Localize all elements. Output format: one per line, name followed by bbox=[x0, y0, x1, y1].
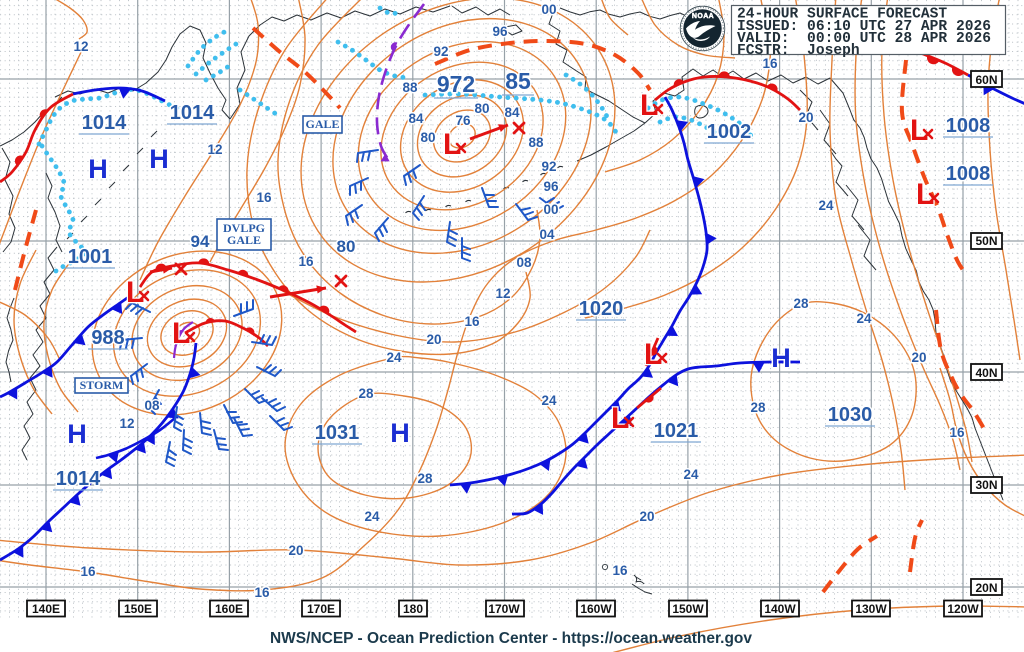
svg-text:170E: 170E bbox=[307, 602, 335, 616]
svg-text:12: 12 bbox=[119, 416, 134, 431]
svg-text:24: 24 bbox=[818, 198, 834, 213]
svg-text:24: 24 bbox=[541, 393, 557, 408]
svg-text:28: 28 bbox=[417, 471, 433, 486]
svg-text:1002: 1002 bbox=[707, 121, 752, 143]
svg-text:1014: 1014 bbox=[56, 468, 101, 490]
svg-text:160E: 160E bbox=[215, 602, 243, 616]
svg-text:ISSUED: 06:10 UTC 27 APR 2026: ISSUED: 06:10 UTC 27 APR 2026 bbox=[737, 19, 991, 35]
svg-text:VALID: 00:00 UTC 28 APR 2026: VALID: 00:00 UTC 28 APR 2026 bbox=[737, 31, 991, 47]
svg-text:24: 24 bbox=[856, 311, 872, 326]
svg-text:GALE: GALE bbox=[305, 117, 339, 131]
svg-text:140W: 140W bbox=[764, 602, 796, 616]
svg-text:88: 88 bbox=[528, 135, 544, 150]
svg-text:130W: 130W bbox=[855, 602, 887, 616]
svg-text:NWS/NCEP - Ocean Prediction Ce: NWS/NCEP - Ocean Prediction Center - htt… bbox=[270, 630, 752, 647]
svg-text:1008: 1008 bbox=[946, 115, 991, 137]
svg-text:16: 16 bbox=[80, 564, 96, 579]
svg-text:20: 20 bbox=[798, 110, 813, 125]
svg-text:140E: 140E bbox=[32, 602, 60, 616]
svg-text:972: 972 bbox=[437, 71, 475, 97]
svg-text:96: 96 bbox=[543, 179, 559, 194]
svg-text:1021: 1021 bbox=[654, 420, 699, 442]
svg-text:96: 96 bbox=[492, 24, 508, 39]
svg-text:1020: 1020 bbox=[579, 298, 624, 320]
svg-text:00: 00 bbox=[543, 202, 558, 217]
svg-text:88: 88 bbox=[402, 80, 418, 95]
svg-text:50N: 50N bbox=[975, 234, 997, 248]
svg-text:12: 12 bbox=[73, 39, 88, 54]
svg-text:08: 08 bbox=[516, 255, 532, 270]
svg-text:16: 16 bbox=[464, 314, 480, 329]
svg-text:80: 80 bbox=[420, 130, 435, 145]
svg-text:120W: 120W bbox=[947, 602, 979, 616]
svg-text:24-HOUR SURFACE FORECAST: 24-HOUR SURFACE FORECAST bbox=[737, 7, 947, 23]
svg-text:H: H bbox=[88, 154, 108, 184]
svg-text:988: 988 bbox=[91, 327, 124, 349]
svg-text:1031: 1031 bbox=[315, 422, 360, 444]
svg-text:24: 24 bbox=[364, 509, 380, 524]
svg-text:L: L bbox=[443, 128, 461, 161]
svg-text:150W: 150W bbox=[672, 602, 704, 616]
svg-text:85: 85 bbox=[505, 68, 531, 94]
svg-text:DVLPG: DVLPG bbox=[223, 221, 265, 235]
svg-text:24: 24 bbox=[386, 350, 402, 365]
svg-text:28: 28 bbox=[793, 296, 809, 311]
svg-text:1014: 1014 bbox=[82, 112, 127, 134]
svg-text:16: 16 bbox=[254, 585, 270, 600]
svg-text:16: 16 bbox=[256, 190, 272, 205]
svg-text:76: 76 bbox=[455, 113, 471, 128]
svg-text:1030: 1030 bbox=[828, 404, 873, 426]
svg-text:160W: 160W bbox=[580, 602, 612, 616]
svg-text:20: 20 bbox=[426, 332, 441, 347]
svg-text:H: H bbox=[771, 343, 791, 373]
svg-text:84: 84 bbox=[504, 105, 520, 120]
svg-text:28: 28 bbox=[750, 400, 766, 415]
svg-text:20N: 20N bbox=[975, 581, 997, 595]
svg-text:12: 12 bbox=[207, 142, 222, 157]
svg-text:16: 16 bbox=[762, 56, 778, 71]
svg-text:04: 04 bbox=[539, 227, 555, 242]
svg-text:H: H bbox=[390, 418, 410, 448]
svg-text:20: 20 bbox=[639, 509, 654, 524]
svg-text:GALE: GALE bbox=[227, 233, 261, 247]
svg-text:08: 08 bbox=[144, 398, 160, 413]
svg-text:FCSTR: Joseph: FCSTR: Joseph bbox=[737, 43, 860, 59]
svg-text:STORM: STORM bbox=[80, 378, 124, 392]
svg-text:20: 20 bbox=[288, 543, 303, 558]
svg-text:80: 80 bbox=[474, 101, 489, 116]
svg-text:1008: 1008 bbox=[946, 163, 991, 185]
svg-text:16: 16 bbox=[612, 563, 628, 578]
svg-text:92: 92 bbox=[541, 159, 556, 174]
svg-text:80: 80 bbox=[337, 237, 356, 256]
svg-text:20: 20 bbox=[911, 350, 926, 365]
svg-text:60N: 60N bbox=[975, 73, 997, 87]
svg-text:30N: 30N bbox=[975, 478, 997, 492]
svg-text:H: H bbox=[67, 419, 87, 449]
svg-text:H: H bbox=[149, 144, 169, 174]
svg-text:16: 16 bbox=[298, 254, 314, 269]
svg-text:1014: 1014 bbox=[170, 102, 215, 124]
svg-text:00: 00 bbox=[541, 2, 556, 17]
svg-text:40N: 40N bbox=[975, 366, 997, 380]
svg-text:170W: 170W bbox=[488, 602, 520, 616]
svg-text:1001: 1001 bbox=[68, 246, 113, 268]
svg-text:84: 84 bbox=[408, 111, 424, 126]
svg-text:28: 28 bbox=[358, 386, 374, 401]
svg-text:150E: 150E bbox=[124, 602, 152, 616]
svg-text:92: 92 bbox=[433, 44, 448, 59]
svg-text:16: 16 bbox=[949, 425, 965, 440]
svg-text:24: 24 bbox=[683, 467, 699, 482]
svg-text:94: 94 bbox=[191, 232, 210, 251]
svg-text:180: 180 bbox=[403, 602, 423, 616]
svg-text:12: 12 bbox=[495, 286, 510, 301]
svg-text:NOAA: NOAA bbox=[692, 13, 714, 20]
